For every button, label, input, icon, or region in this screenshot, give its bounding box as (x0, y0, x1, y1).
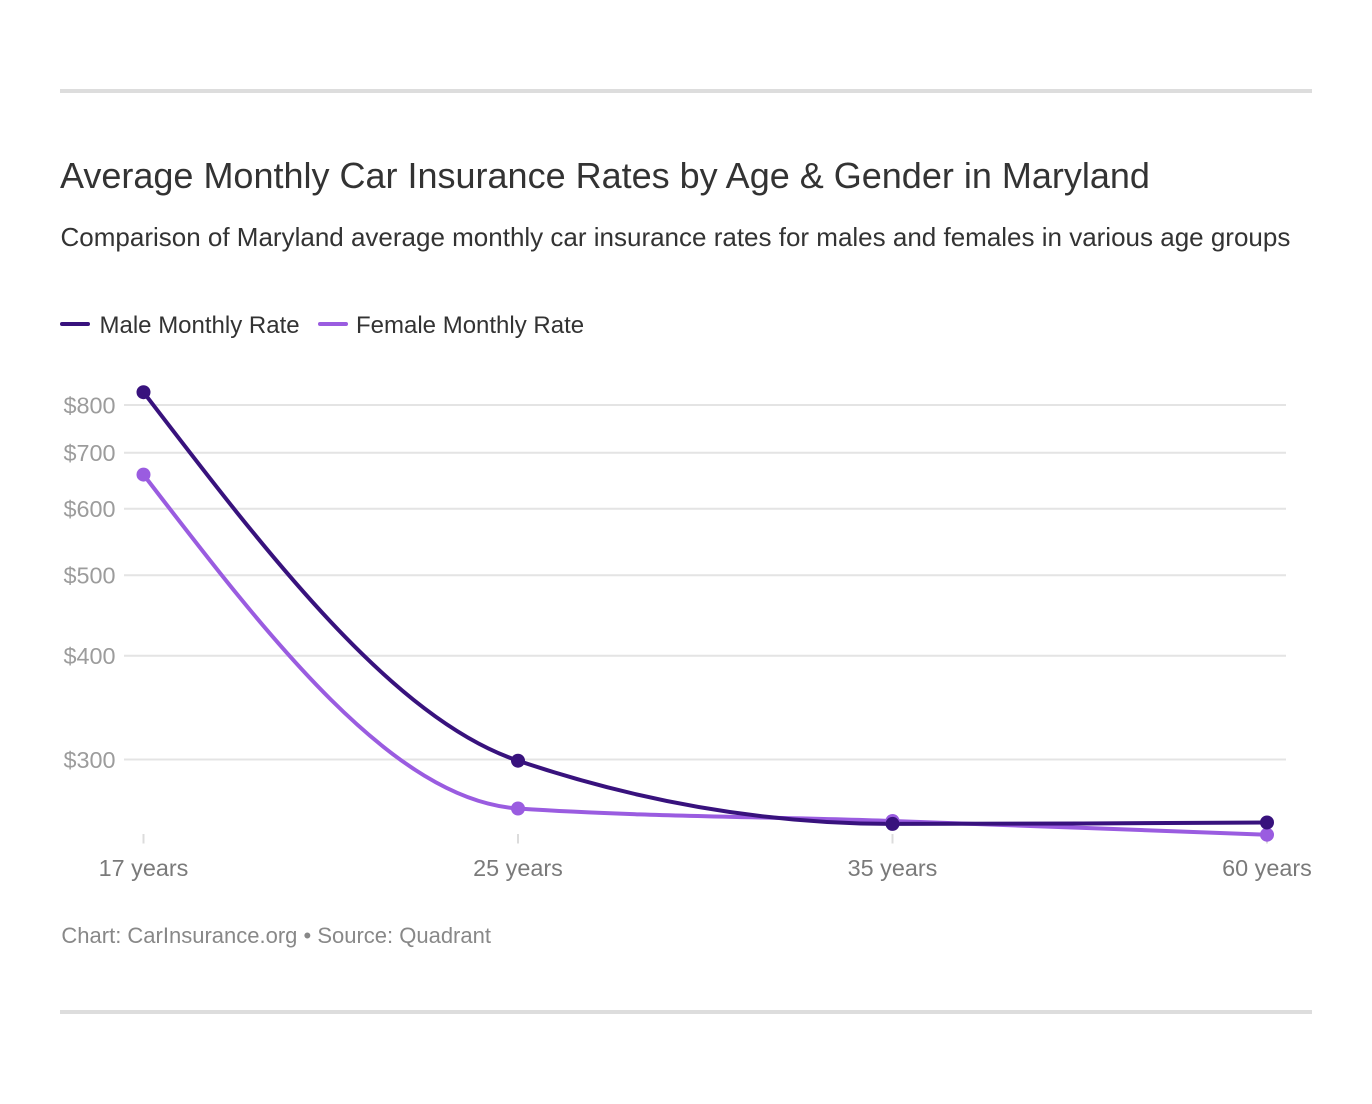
svg-text:Chart: CarInsurance.org • Sour: Chart: CarInsurance.org • Source: Quadra… (61, 923, 491, 948)
svg-text:25 years: 25 years (473, 855, 563, 881)
svg-text:$500: $500 (63, 563, 115, 589)
svg-text:$300: $300 (63, 747, 115, 773)
svg-text:60 years: 60 years (1222, 855, 1312, 881)
svg-text:$600: $600 (63, 496, 115, 522)
svg-text:$700: $700 (63, 440, 115, 466)
svg-text:17 years: 17 years (99, 855, 189, 881)
svg-text:$800: $800 (63, 392, 115, 418)
svg-text:35 years: 35 years (848, 855, 938, 881)
svg-text:$400: $400 (63, 643, 115, 669)
